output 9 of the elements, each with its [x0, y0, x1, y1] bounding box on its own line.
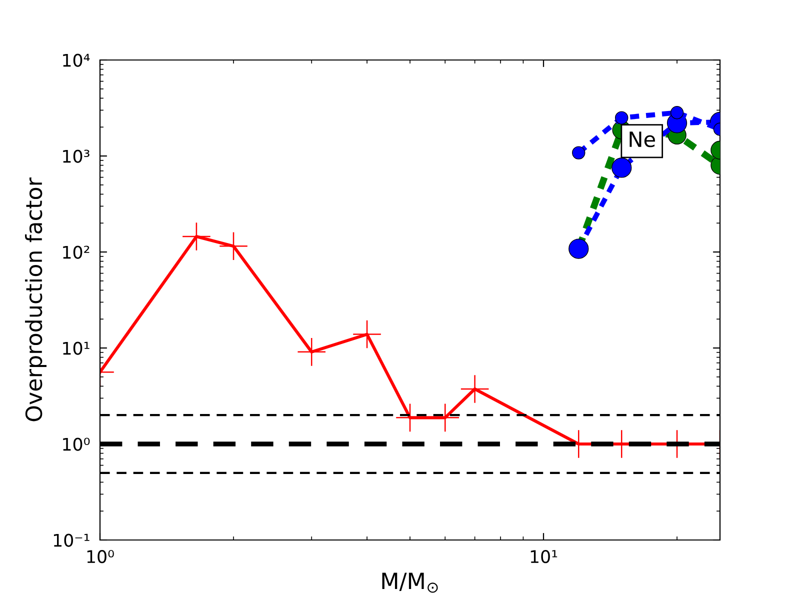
y-tick-label: 10⁰ [63, 438, 90, 451]
x-axis-title: M/M$_{⊙}$ [382, 572, 438, 593]
y-tick-label: 10⁻¹ [54, 534, 90, 547]
y-tick-label: 10³ [63, 150, 90, 163]
y-tick-label: 10⁴ [63, 54, 90, 67]
y-tick-label: 10¹ [63, 342, 90, 355]
y-tick-label: 10² [63, 246, 90, 259]
annotation: Ne [630, 132, 655, 148]
y-axis-title: Overproduction factor [25, 178, 47, 422]
